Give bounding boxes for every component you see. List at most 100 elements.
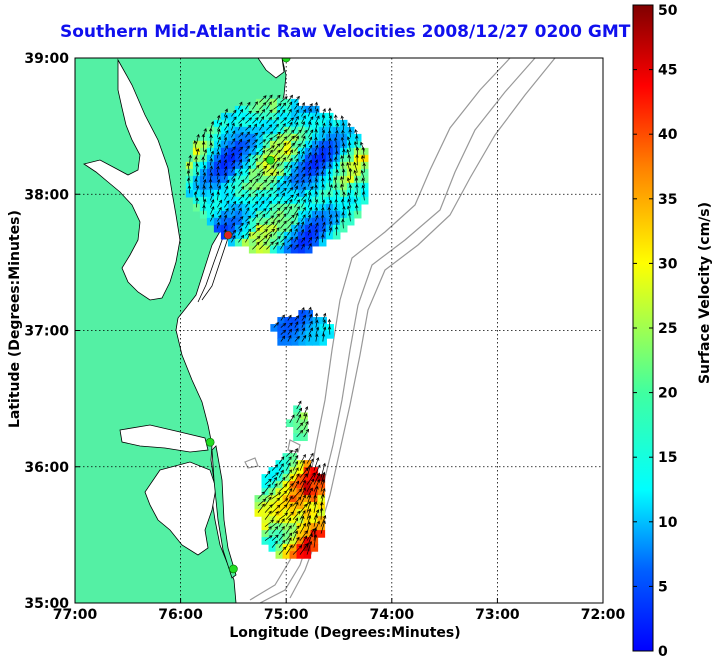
velocity-cell bbox=[360, 182, 369, 191]
velocity-arrow bbox=[320, 515, 327, 527]
velocity-arrow bbox=[299, 467, 309, 478]
velocity-arrow bbox=[292, 460, 299, 471]
velocity-arrow bbox=[278, 490, 288, 499]
velocity-cell bbox=[318, 140, 327, 149]
velocity-arrow bbox=[308, 320, 313, 328]
velocity-arrow bbox=[210, 206, 215, 215]
velocity-arrow bbox=[238, 200, 243, 208]
velocity-cell bbox=[227, 238, 236, 247]
velocity-arrow bbox=[280, 156, 286, 166]
x-axis-ticks: 77:00 76:00 75:00 74:00 73:00 72:00 bbox=[53, 598, 626, 623]
velocity-cell bbox=[269, 168, 278, 177]
velocity-arrow bbox=[264, 492, 274, 499]
velocity-cell bbox=[192, 147, 201, 156]
velocity-cell bbox=[220, 182, 229, 191]
velocity-cell bbox=[276, 161, 285, 170]
velocity-arrow bbox=[238, 138, 243, 145]
velocity-cell bbox=[213, 175, 222, 184]
velocity-cell bbox=[255, 126, 264, 135]
velocity-arrow bbox=[201, 191, 206, 201]
velocity-cell bbox=[213, 140, 222, 149]
velocity-cell bbox=[303, 523, 312, 531]
velocity-cell bbox=[296, 474, 305, 482]
velocity-cell bbox=[339, 210, 348, 219]
velocity-arrow bbox=[210, 199, 215, 208]
velocity-cell bbox=[276, 182, 285, 191]
velocity-cell bbox=[339, 217, 348, 226]
radar-station-marker bbox=[223, 230, 233, 240]
velocity-cell bbox=[310, 516, 319, 524]
velocity-arrow bbox=[294, 192, 300, 201]
velocity-arrow bbox=[280, 102, 287, 110]
velocity-arrow bbox=[217, 121, 222, 131]
velocity-cell bbox=[286, 419, 294, 428]
velocity-arrow bbox=[294, 129, 302, 138]
y-tick-label: 36:00 bbox=[24, 460, 69, 476]
velocity-cell bbox=[311, 238, 320, 247]
x-axis-label: Longitude (Degrees:Minutes) bbox=[229, 625, 461, 641]
velocity-cell bbox=[268, 516, 277, 524]
velocity-arrow bbox=[186, 177, 191, 187]
velocity-cell bbox=[283, 105, 292, 114]
velocity-arrow bbox=[341, 198, 345, 208]
velocity-cell bbox=[283, 231, 292, 240]
velocity-cell bbox=[269, 119, 278, 128]
velocity-cell bbox=[283, 126, 292, 135]
velocity-cell bbox=[283, 196, 292, 205]
velocity-arrow bbox=[193, 140, 197, 152]
velocity-arrow bbox=[308, 103, 313, 110]
velocity-arrow bbox=[217, 128, 221, 138]
velocity-arrow bbox=[306, 487, 313, 499]
velocity-arrow bbox=[353, 161, 358, 173]
velocity-arrow bbox=[224, 192, 229, 201]
velocity-arrow bbox=[259, 241, 268, 250]
velocity-cell bbox=[318, 126, 327, 135]
velocity-cell bbox=[276, 147, 285, 156]
velocity-cell bbox=[275, 460, 284, 468]
velocity-arrow bbox=[294, 228, 298, 236]
velocity-cell bbox=[268, 474, 277, 482]
velocity-cell bbox=[276, 133, 285, 142]
velocity-cell bbox=[262, 245, 271, 254]
colorbar-ticks: 0 5 10 15 20 25 30 35 40 45 50 bbox=[633, 3, 678, 659]
velocity-arrow bbox=[271, 483, 278, 492]
velocity-arrow bbox=[301, 129, 308, 138]
velocity-arrow bbox=[266, 221, 275, 229]
velocity-cell bbox=[220, 217, 229, 226]
velocity-arrow bbox=[280, 322, 287, 328]
velocity-cell bbox=[346, 133, 355, 142]
velocity-arrow bbox=[238, 194, 245, 201]
velocity-arrow bbox=[313, 472, 321, 485]
velocity-cell bbox=[268, 502, 277, 510]
velocity-arrow bbox=[280, 335, 286, 342]
velocity-arrow bbox=[314, 333, 319, 342]
velocity-cell bbox=[318, 119, 327, 128]
velocity-cell bbox=[296, 488, 305, 496]
velocity-arrow bbox=[280, 136, 288, 145]
velocity-cell bbox=[227, 119, 236, 128]
velocity-cell bbox=[298, 317, 306, 325]
velocity-arrow bbox=[273, 157, 281, 166]
velocity-arrow bbox=[231, 215, 236, 222]
velocity-cell bbox=[304, 147, 313, 156]
velocity-arrow bbox=[264, 483, 271, 492]
velocity-arrow bbox=[280, 329, 287, 335]
velocity-cell bbox=[262, 98, 271, 107]
velocity-cell bbox=[311, 112, 320, 121]
velocity-cell bbox=[290, 140, 299, 149]
velocity-arrow bbox=[355, 146, 360, 159]
velocity-cell bbox=[303, 488, 312, 496]
velocity-cell bbox=[311, 189, 320, 198]
velocity-cell bbox=[291, 324, 299, 332]
velocity-arrow bbox=[209, 142, 213, 152]
velocity-cell bbox=[283, 140, 292, 149]
velocity-cell bbox=[282, 467, 291, 475]
velocity-cell bbox=[199, 168, 208, 177]
velocity-cell bbox=[220, 140, 229, 149]
velocity-cell bbox=[296, 537, 305, 545]
velocity-cell bbox=[311, 210, 320, 219]
velocity-arrow bbox=[202, 172, 207, 180]
velocity-arrow bbox=[308, 178, 312, 187]
velocity-cell bbox=[310, 530, 319, 538]
velocity-arrow bbox=[361, 184, 365, 194]
